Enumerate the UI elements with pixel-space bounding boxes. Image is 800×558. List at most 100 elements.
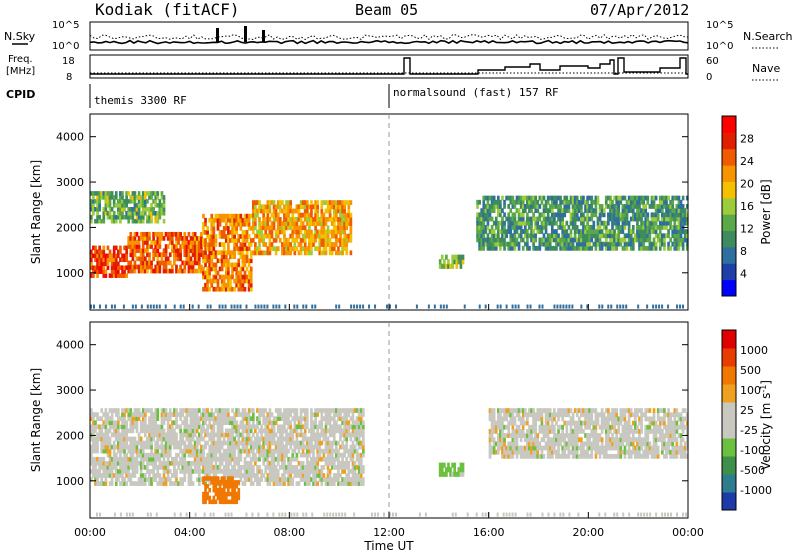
heatmap-cell: [570, 233, 573, 238]
heatmap-cell: [227, 465, 230, 470]
heatmap-cell: [325, 433, 328, 438]
heatmap-cell: [283, 461, 286, 466]
heatmap-cell: [305, 305, 307, 309]
heatmap-cell: [530, 221, 533, 226]
heatmap-cell: [362, 449, 365, 454]
heatmap-cell: [333, 246, 336, 251]
heatmap-cell: [207, 305, 209, 309]
heatmap-cell: [273, 461, 276, 466]
heatmap-cell: [242, 420, 245, 425]
power-ylabel: Slant Range [km]: [29, 160, 43, 264]
heatmap-cell: [107, 412, 110, 417]
heatmap-cell: [308, 225, 311, 230]
heatmap-cell: [156, 469, 159, 474]
heatmap-cell: [479, 305, 481, 309]
heatmap-cell: [526, 417, 529, 422]
heatmap-cell: [300, 250, 303, 255]
heatmap-cell: [501, 421, 504, 426]
heatmap-cell: [150, 305, 152, 309]
heatmap-cell: [636, 221, 639, 226]
heatmap-cell: [518, 242, 521, 247]
heatmap-cell: [532, 229, 535, 234]
heatmap-cell: [113, 449, 116, 454]
heatmap-cell: [231, 275, 234, 280]
heatmap-cell: [115, 191, 118, 196]
freq-label: Freq.: [8, 54, 33, 65]
heatmap-cell: [92, 203, 95, 208]
heatmap-cell: [258, 416, 261, 421]
heatmap-cell: [509, 229, 512, 234]
heatmap-cell: [163, 207, 166, 212]
heatmap-cell: [335, 445, 338, 450]
heatmap-cell: [306, 457, 309, 462]
heatmap-cell: [568, 204, 571, 209]
heatmap-cell: [574, 233, 577, 238]
heatmap-cell: [237, 488, 240, 492]
heatmap-cell: [350, 250, 353, 255]
heatmap-cell: [213, 246, 216, 251]
heatmap-cell: [291, 477, 294, 482]
heatmap-cell: [206, 408, 209, 413]
heatmap-cell: [617, 208, 620, 213]
heatmap-cell: [592, 225, 595, 230]
heatmap-cell: [626, 212, 629, 217]
heatmap-cell: [248, 234, 251, 239]
heatmap-cell: [213, 412, 216, 417]
heatmap-cell: [202, 449, 205, 454]
heatmap-cell: [109, 250, 112, 255]
heatmap-cell: [150, 261, 153, 266]
heatmap-cell: [273, 437, 276, 442]
heatmap-cell: [556, 305, 558, 309]
heatmap-cell: [202, 214, 205, 219]
heatmap-cell: [503, 246, 506, 251]
heatmap-cell: [289, 200, 292, 205]
nsearch-label: N.Search: [743, 30, 793, 43]
heatmap-cell: [244, 287, 247, 292]
heatmap-cell: [304, 242, 307, 247]
heatmap-cell: [165, 265, 168, 270]
heatmap-cell: [169, 416, 172, 421]
heatmap-cell: [271, 242, 274, 247]
heatmap-cell: [345, 441, 348, 446]
heatmap-cell: [661, 305, 663, 309]
heatmap-cell: [626, 246, 629, 251]
heatmap-cell: [111, 469, 114, 474]
heatmap-cell: [179, 265, 182, 270]
heatmap-cell: [316, 213, 319, 218]
heatmap-cell: [192, 437, 195, 442]
heatmap-cell: [287, 449, 290, 454]
heatmap-cell: [146, 240, 149, 245]
heatmap-cell: [141, 305, 143, 309]
heatmap-cell: [258, 457, 261, 462]
cpid-label: CPID: [6, 88, 35, 101]
heatmap-cell: [98, 469, 101, 474]
heatmap-cell: [175, 473, 178, 478]
heatmap-cell: [532, 212, 535, 217]
heatmap-cell: [632, 208, 635, 213]
heatmap-cell: [167, 457, 170, 462]
heatmap-cell: [296, 453, 299, 458]
heatmap-cell: [163, 457, 166, 462]
heatmap-cell: [291, 234, 294, 239]
heatmap-cell: [296, 408, 299, 413]
heatmap-cell: [277, 213, 280, 218]
heatmap-cell: [260, 477, 263, 482]
heatmap-cell: [269, 250, 272, 255]
heatmap-cell: [576, 196, 579, 201]
heatmap-cell: [134, 261, 137, 266]
heatmap-cell: [530, 225, 533, 230]
heatmap-cell: [186, 416, 189, 421]
heatmap-cell: [518, 425, 521, 430]
heatmap-cell: [478, 200, 481, 205]
heatmap-cell: [244, 242, 247, 247]
heatmap-cell: [509, 208, 512, 213]
heatmap-cell: [142, 219, 145, 224]
heatmap-cell: [553, 425, 556, 430]
heatmap-cell: [446, 305, 448, 309]
heatmap-cell: [144, 195, 147, 200]
heatmap-cell: [345, 437, 348, 442]
heatmap-cell: [144, 473, 147, 478]
heatmap-cell: [96, 412, 99, 417]
heatmap-cell: [499, 212, 502, 217]
